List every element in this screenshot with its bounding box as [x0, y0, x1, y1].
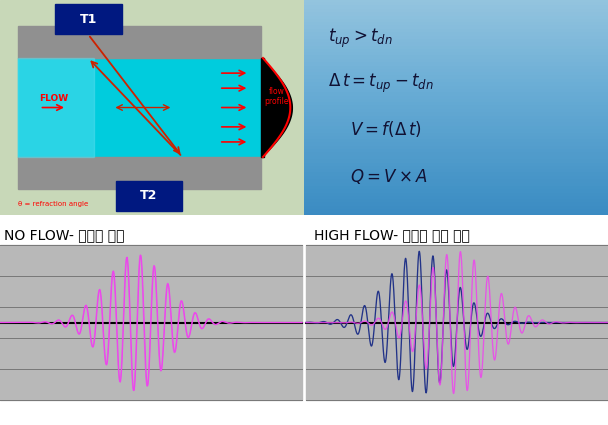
Bar: [18, 157, 261, 189]
Bar: [18, 26, 261, 58]
Text: θ = refraction angle: θ = refraction angle: [18, 201, 89, 207]
Text: $\Delta\,t = t_{up} - t_{dn}$: $\Delta\,t = t_{up} - t_{dn}$: [328, 72, 434, 96]
Text: $Q = V \times A$: $Q = V \times A$: [350, 167, 427, 186]
Text: T2: T2: [140, 189, 157, 202]
Text: flow
profile: flow profile: [264, 87, 289, 107]
Bar: [261, 58, 264, 157]
Bar: [0, 245, 302, 400]
Text: $V = f(\Delta\,t)$: $V = f(\Delta\,t)$: [350, 119, 421, 139]
Text: NO FLOW- 시간차 없음: NO FLOW- 시간차 없음: [4, 228, 125, 242]
Bar: [18, 58, 261, 157]
Bar: [306, 245, 608, 400]
Bar: [18, 58, 94, 157]
Bar: [116, 181, 182, 211]
Bar: [55, 4, 122, 34]
Text: $t_{up} > t_{dn}$: $t_{up} > t_{dn}$: [328, 27, 393, 50]
Text: HIGH FLOW- 시간차 크게 발생: HIGH FLOW- 시간차 크게 발생: [314, 228, 470, 242]
Text: T1: T1: [80, 13, 97, 26]
Text: FLOW: FLOW: [40, 94, 69, 103]
